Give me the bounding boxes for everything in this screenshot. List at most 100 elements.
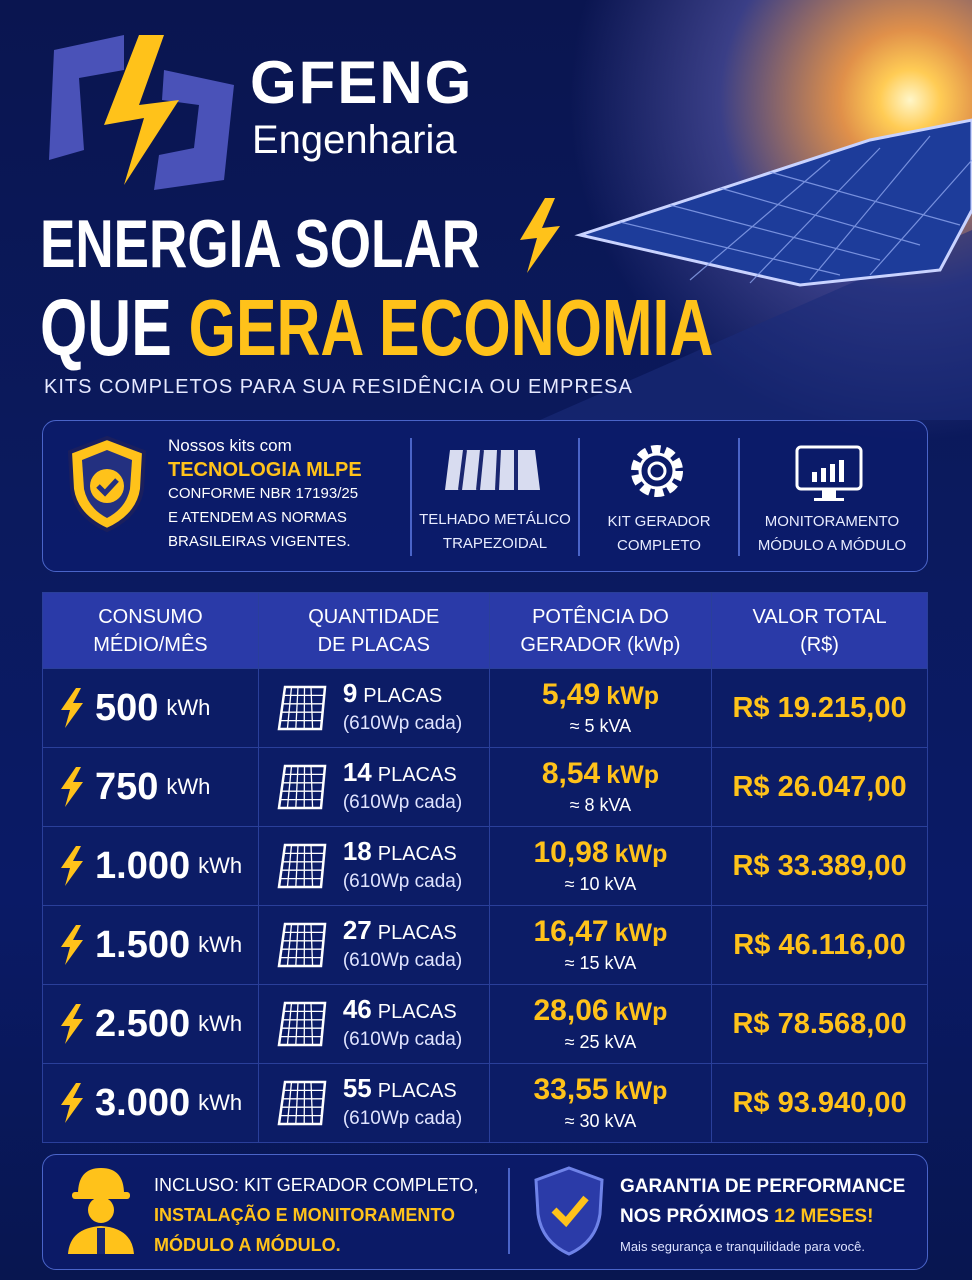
price-table: CONSUMO MÉDIO/MÊS QUANTIDADE DE PLACAS POTÊN… — [42, 592, 928, 1143]
header-line: MÉDIO/MÊS — [93, 633, 208, 656]
plates-unit: PLACAS — [377, 1000, 457, 1023]
solar-panel-art — [540, 118, 972, 420]
plates-unit: PLACAS — [377, 763, 457, 786]
plates-text: 14 PLACAS (610Wp cada) — [343, 759, 462, 816]
plates-unit: PLACAS — [377, 921, 457, 944]
consumption-value: 500 — [95, 686, 159, 729]
plates-text: 9 PLACAS (610Wp cada) — [343, 680, 462, 737]
headline: QUE GERA ECONOMIA — [40, 282, 926, 374]
plates-cell: 18 PLACAS (610Wp cada) — [257, 826, 490, 906]
plates-text: 18 PLACAS (610Wp cada) — [343, 838, 462, 895]
header-line: POTÊNCIA DO — [532, 605, 669, 628]
power-unit: kWp — [614, 918, 668, 947]
panel-icon — [277, 1080, 327, 1126]
plates-line: 14 PLACAS — [343, 759, 462, 790]
bolt-icon — [61, 688, 83, 728]
warranty-highlight: 12 MESES! — [774, 1206, 874, 1227]
kva: ≈ 5 kVA — [569, 715, 632, 736]
feature: TELHADO METÁLICO TRAPEZOIDAL — [412, 508, 578, 556]
included-line: INSTALAÇÃO E MONITORAMENTO — [154, 1205, 455, 1225]
feature: MONITORAMENTO MÓDULO A MÓDULO — [740, 510, 924, 558]
header-line: VALOR TOTAL — [752, 605, 887, 628]
power-unit: kWp — [614, 839, 668, 868]
kva: ≈ 8 kVA — [569, 794, 632, 815]
brand-name: GFENG — [250, 49, 474, 116]
column-header: VALOR TOTAL (R$) — [711, 592, 928, 669]
plates-line: 27 PLACAS — [343, 917, 462, 948]
column-header: POTÊNCIA DO GERADOR (kWp) — [488, 592, 713, 669]
power-line: 33,55 kWp — [491, 1072, 710, 1110]
feature-line: TRAPEZOIDAL — [442, 535, 548, 552]
plates-count: 18 — [342, 835, 372, 866]
price-cell: R$ 93.940,00 — [711, 1063, 928, 1143]
kva: ≈ 10 kVA — [564, 873, 637, 894]
panel-icon — [277, 843, 327, 889]
plates-cell: 46 PLACAS (610Wp cada) — [257, 984, 490, 1064]
plates-unit: PLACAS — [363, 684, 443, 707]
kva: ≈ 15 kVA — [564, 952, 637, 973]
consumption-unit: kWh — [166, 774, 211, 799]
plates-count: 46 — [342, 993, 372, 1024]
power-unit: kWp — [614, 1076, 668, 1105]
warranty-note: Mais segurança e tranquilidade para você… — [620, 1239, 865, 1254]
feature: KIT GERADOR COMPLETO — [580, 510, 738, 558]
table-row: 2.500 kWh 46 PLACAS (610Wp cada) 28,06 kWp ≈ 25… — [42, 984, 928, 1064]
kva: ≈ 25 kVA — [564, 1031, 637, 1052]
plates-text: 55 PLACAS (610Wp cada) — [343, 1075, 462, 1132]
feature-line: KIT GERADOR — [607, 513, 711, 530]
plates-note: (610Wp cada) — [342, 1107, 463, 1129]
power-unit: kWp — [606, 760, 659, 789]
table-row: 500 kWh 9 PLACAS (610Wp cada) 5,49 kWp ≈ 5 kVA R… — [42, 668, 928, 748]
table-row: 1.500 kWh 27 PLACAS (610Wp cada) 16,47 kWp ≈ 15… — [42, 905, 928, 985]
warranty-line: NOS PRÓXIMOS — [620, 1206, 769, 1227]
column-header: QUANTIDADE DE PLACAS — [257, 592, 490, 669]
feature-line: TELHADO METÁLICO — [419, 511, 571, 528]
footer-box — [42, 1154, 928, 1270]
headline-line2: QUE — [40, 283, 172, 372]
roof-icon — [445, 449, 540, 491]
consumption-cell: 1.500 kWh — [42, 905, 259, 985]
plates-unit: PLACAS — [377, 842, 457, 865]
plates-text: 46 PLACAS (610Wp cada) — [343, 996, 462, 1053]
consumption-value: 1.500 — [95, 923, 191, 966]
plates-note: (610Wp cada) — [342, 1028, 463, 1050]
panel-icon — [277, 1001, 327, 1047]
consumption-value: 3.000 — [95, 1081, 191, 1124]
header-line: GERADOR (kWp) — [520, 633, 681, 656]
plates-unit: PLACAS — [377, 1079, 457, 1102]
included-text: INCLUSO: KIT GERADOR COMPLETO, INSTALAÇÃ… — [154, 1170, 478, 1260]
header-line: QUANTIDADE — [308, 605, 440, 628]
power-value: 5,49 — [541, 677, 601, 711]
monitor-icon — [795, 445, 863, 501]
consumption-cell: 750 kWh — [42, 747, 259, 827]
column-header: CONSUMO MÉDIO/MÊS — [42, 592, 259, 669]
mlpe-highlight: TECNOLOGIA MLPE — [168, 459, 362, 481]
power-cell: 10,98 kWp ≈ 10 kVA — [488, 826, 713, 906]
price-cell: R$ 46.116,00 — [711, 905, 928, 985]
plates-line: 18 PLACAS — [343, 838, 462, 869]
price-cell: R$ 33.389,00 — [711, 826, 928, 906]
plates-text: 27 PLACAS (610Wp cada) — [343, 917, 462, 974]
power-value: 16,47 — [533, 914, 609, 948]
panel-icon — [277, 764, 327, 810]
price-cell: R$ 19.215,00 — [711, 668, 928, 748]
consumption-unit: kWh — [198, 1090, 243, 1115]
plates-line: 55 PLACAS — [343, 1075, 462, 1106]
power-cell: 33,55 kWp ≈ 30 kVA — [488, 1063, 713, 1143]
mlpe-line: BRASILEIRAS VIGENTES. — [168, 533, 351, 550]
headline-line1: ENERGIA SOLAR — [40, 206, 481, 282]
shield-icon — [534, 1166, 604, 1256]
power-unit: kWp — [614, 997, 668, 1026]
mlpe-line: CONFORME NBR 17193/25 — [168, 485, 359, 502]
included-line: MÓDULO A MÓDULO. — [154, 1235, 341, 1255]
kva: ≈ 30 kVA — [564, 1110, 637, 1131]
warranty-line: GARANTIA DE PERFORMANCE — [620, 1176, 906, 1197]
power-value: 33,55 — [533, 1072, 609, 1106]
tagline: KITS COMPLETOS PARA SUA RESIDÊNCIA OU EM… — [44, 376, 633, 398]
consumption-unit: kWh — [166, 695, 211, 720]
header-line: (R$) — [800, 633, 839, 656]
shield-icon — [67, 435, 147, 533]
plates-count: 14 — [342, 756, 372, 787]
mlpe-intro: Nossos kits com — [168, 436, 292, 455]
